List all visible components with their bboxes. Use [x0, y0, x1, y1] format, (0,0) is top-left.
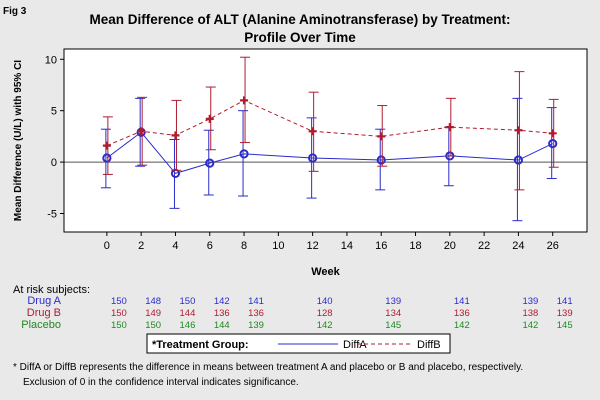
plot-area	[64, 49, 587, 232]
x-tick-label: 8	[241, 240, 247, 252]
at-risk-row-label: Drug B	[27, 307, 61, 319]
at-risk-count: 136	[214, 308, 230, 319]
x-tick-label: 0	[104, 240, 110, 252]
at-risk-count: 141	[454, 296, 470, 307]
diffb-point	[205, 114, 214, 123]
at-risk-count: 140	[317, 296, 333, 307]
y-tick-label: 10	[45, 54, 57, 66]
at-risk-count: 148	[145, 296, 161, 307]
diffa-point	[548, 138, 558, 149]
footnote: * DiffA or DiffB represents the differen…	[13, 360, 593, 390]
at-risk-count: 146	[180, 320, 196, 331]
diffa-point	[376, 155, 386, 165]
x-tick-label: 16	[375, 240, 387, 252]
at-risk-count: 145	[385, 320, 401, 331]
at-risk-count: 142	[214, 296, 230, 307]
y-tick-label: 5	[51, 106, 57, 118]
at-risk-count: 144	[214, 320, 230, 331]
x-tick-label: 2	[138, 240, 144, 252]
chart-title-line-2: Profile Over Time	[244, 30, 356, 45]
at-risk-count: 139	[385, 296, 401, 307]
x-tick-label: 22	[478, 240, 490, 252]
footnote-line-1: * DiffA or DiffB represents the differen…	[13, 362, 524, 373]
diffb-point	[137, 127, 146, 136]
at-risk-count: 145	[557, 320, 573, 331]
diffa-point	[239, 149, 249, 159]
at-risk-count: 150	[145, 320, 161, 331]
diffb-point	[171, 131, 180, 140]
x-tick-label: 14	[341, 240, 353, 252]
x-tick-label: 24	[512, 240, 524, 252]
at-risk-count: 138	[522, 308, 538, 319]
x-tick-label: 10	[272, 240, 284, 252]
at-risk-title: At risk subjects:	[13, 284, 90, 296]
at-risk-count: 141	[557, 296, 573, 307]
at-risk-count: 134	[385, 308, 401, 319]
diffa-point	[205, 158, 215, 168]
diffa-point	[513, 155, 524, 165]
at-risk-count: 144	[180, 308, 196, 319]
at-risk-count: 150	[111, 320, 127, 331]
y-axis-label: Mean Difference (U/L) with 95% CI	[13, 60, 24, 221]
diffa-point	[170, 168, 181, 178]
figure-label: Fig 3	[3, 6, 27, 17]
diffb-point	[308, 127, 317, 136]
at-risk-row-label: Drug A	[27, 295, 61, 307]
diffb-point	[445, 123, 454, 132]
diffb-point	[240, 96, 249, 105]
footnote-line-2: Exclusion of 0 in the confidence interva…	[23, 377, 299, 388]
diffb-point	[514, 126, 523, 135]
at-risk-count: 142	[454, 320, 470, 331]
chart-title-line-1: Mean Difference of ALT (Alanine Aminotra…	[89, 12, 511, 27]
x-tick-label: 26	[547, 240, 559, 252]
at-risk-count: 150	[180, 296, 196, 307]
x-tick-label: 12	[307, 240, 319, 252]
at-risk-count: 136	[248, 308, 264, 319]
legend-label-diffb: DiffB	[417, 339, 441, 351]
plot-frame	[63, 48, 588, 233]
at-risk-count: 139	[522, 296, 538, 307]
at-risk-count: 150	[111, 296, 127, 307]
y-tick-label: -5	[47, 208, 57, 220]
at-risk-count: 150	[111, 308, 127, 319]
diffa-line	[106, 131, 553, 174]
chart-title: Mean Difference of ALT (Alanine Aminotra…	[0, 11, 600, 47]
x-tick-label: 20	[444, 240, 456, 252]
diffb-point	[548, 129, 557, 138]
at-risk-count: 139	[248, 320, 264, 331]
x-tick-label: 6	[207, 240, 213, 252]
x-tick-label: 4	[172, 240, 178, 252]
x-axis-label: Week	[311, 266, 340, 278]
at-risk-count: 141	[248, 296, 264, 307]
at-risk-count: 149	[145, 308, 161, 319]
diffb-point	[102, 141, 111, 150]
at-risk-count: 128	[317, 308, 333, 319]
at-risk-row-label: Placebo	[21, 319, 61, 331]
at-risk-count: 136	[454, 308, 470, 319]
diffa-point	[308, 153, 318, 163]
x-tick-label: 18	[409, 240, 421, 252]
at-risk-count: 142	[317, 320, 333, 331]
diffb-point	[377, 132, 386, 141]
legend-title: *Treatment Group:	[152, 339, 249, 351]
y-tick-label: 0	[51, 157, 57, 169]
at-risk-count: 139	[557, 308, 573, 319]
diffa-point	[102, 153, 112, 163]
at-risk-count: 142	[522, 320, 538, 331]
legend-label-diffa: DiffA	[343, 339, 367, 351]
